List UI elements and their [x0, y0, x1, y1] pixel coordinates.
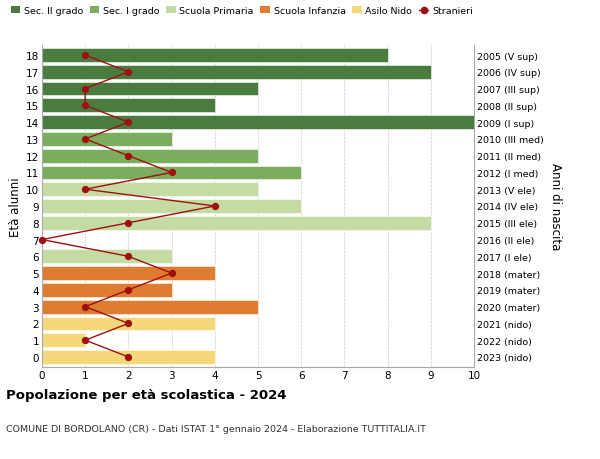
- Point: [80, 136, 90, 143]
- Bar: [42, 66, 431, 79]
- Point: [124, 153, 133, 160]
- Bar: [42, 317, 215, 330]
- Y-axis label: Età alunni: Età alunni: [9, 177, 22, 236]
- Point: [124, 219, 133, 227]
- Point: [80, 303, 90, 311]
- Point: [124, 286, 133, 294]
- Bar: [42, 166, 301, 180]
- Bar: [42, 300, 258, 314]
- Bar: [42, 183, 258, 196]
- Point: [37, 236, 47, 244]
- Bar: [42, 217, 431, 230]
- Point: [80, 86, 90, 93]
- Point: [80, 102, 90, 110]
- Bar: [42, 150, 258, 163]
- Point: [80, 52, 90, 60]
- Bar: [42, 116, 474, 130]
- Bar: [42, 334, 85, 347]
- Point: [124, 119, 133, 127]
- Point: [124, 353, 133, 361]
- Bar: [42, 133, 172, 146]
- Bar: [42, 83, 258, 96]
- Text: Popolazione per età scolastica - 2024: Popolazione per età scolastica - 2024: [6, 388, 287, 401]
- Bar: [42, 200, 301, 213]
- Point: [167, 270, 176, 277]
- Point: [124, 253, 133, 260]
- Y-axis label: Anni di nascita: Anni di nascita: [549, 163, 562, 250]
- Legend: Sec. II grado, Sec. I grado, Scuola Primaria, Scuola Infanzia, Asilo Nido, Stran: Sec. II grado, Sec. I grado, Scuola Prim…: [11, 7, 473, 16]
- Bar: [42, 99, 215, 113]
- Bar: [42, 49, 388, 63]
- Point: [124, 320, 133, 327]
- Point: [167, 169, 176, 177]
- Bar: [42, 350, 215, 364]
- Bar: [42, 283, 172, 297]
- Point: [210, 203, 220, 210]
- Point: [80, 186, 90, 194]
- Text: COMUNE DI BORDOLANO (CR) - Dati ISTAT 1° gennaio 2024 - Elaborazione TUTTITALIA.: COMUNE DI BORDOLANO (CR) - Dati ISTAT 1°…: [6, 425, 426, 434]
- Bar: [42, 250, 172, 263]
- Point: [124, 69, 133, 76]
- Bar: [42, 267, 215, 280]
- Point: [80, 337, 90, 344]
